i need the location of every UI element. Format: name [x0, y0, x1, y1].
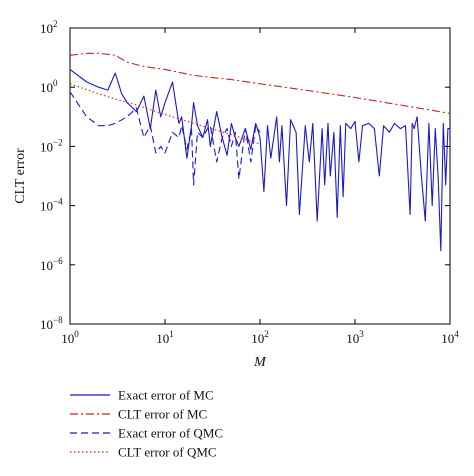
y-tick-label: 10−8	[40, 315, 63, 332]
ticks-layer: 100 101 102 103 104 102 100 10−2 10−4 10−6 10−8	[40, 19, 459, 346]
series-line-4	[69, 83, 261, 145]
series-line-3	[69, 91, 261, 186]
y-tick-label: 100	[40, 78, 58, 95]
x-tick-label: 103	[346, 329, 364, 346]
x-tick-label: 102	[251, 329, 269, 346]
legend-label: CLT error of QMC	[118, 445, 217, 460]
plot-frame	[69, 27, 451, 325]
y-tick-label: 10−6	[40, 256, 63, 273]
series-line-1	[69, 68, 450, 252]
x-axis-label: M	[253, 355, 267, 370]
x-tick-label: 104	[441, 329, 459, 346]
legend: Exact error of MC CLT error of MC Exact er…	[70, 388, 223, 460]
x-tick-label: 100	[61, 329, 79, 346]
y-tick-label: 102	[40, 19, 58, 36]
x-tick-label: 101	[156, 329, 174, 346]
legend-label: Exact error of MC	[118, 388, 214, 403]
legend-label: Exact error of QMC	[118, 426, 223, 441]
y-axis-label: CLT error	[13, 148, 28, 204]
series-layer	[69, 52, 451, 252]
y-tick-label: 10−4	[40, 197, 63, 214]
y-tick-label: 10−2	[40, 137, 63, 154]
legend-label: CLT error of MC	[118, 407, 207, 422]
series-line-2	[69, 52, 451, 114]
